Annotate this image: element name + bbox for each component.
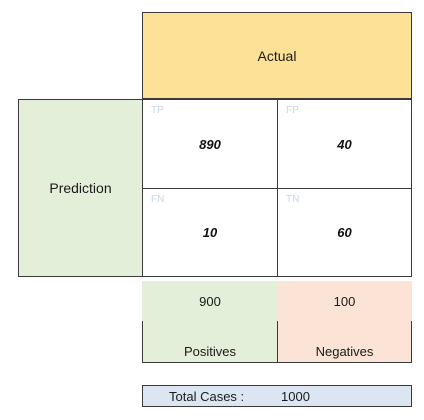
tp-label: TP bbox=[151, 105, 164, 116]
tn-value: 60 bbox=[337, 225, 352, 240]
fn-value: 10 bbox=[202, 225, 218, 240]
actual-header: Actual bbox=[142, 12, 412, 99]
tp-value: 890 bbox=[199, 136, 221, 152]
prediction-header: Prediction bbox=[18, 99, 143, 277]
actual-label: Actual bbox=[257, 47, 297, 64]
true-negative-cell: TN 60 bbox=[277, 188, 412, 277]
positives-label: Positives bbox=[183, 344, 237, 359]
positives-count-value: 900 bbox=[199, 293, 221, 309]
total-cases-box: Total Cases : 1000 bbox=[142, 385, 412, 407]
total-cases-label: Total Cases : bbox=[169, 389, 245, 404]
false-negative-cell: FN 10 bbox=[142, 188, 278, 277]
fp-value: 40 bbox=[337, 136, 352, 152]
positives-footer: Positives bbox=[142, 321, 278, 363]
fp-label: FP bbox=[286, 105, 299, 116]
prediction-label: Prediction bbox=[49, 180, 112, 196]
fn-label: FN bbox=[151, 194, 165, 205]
negatives-count-value: 100 bbox=[333, 293, 356, 309]
negatives-footer: Negatives bbox=[277, 321, 412, 363]
negatives-label: Negatives bbox=[315, 344, 374, 359]
tn-label: TN bbox=[286, 194, 300, 205]
positives-count: 900 bbox=[142, 281, 278, 321]
true-positive-cell: TP 890 bbox=[142, 99, 278, 189]
false-positive-cell: FP 40 bbox=[277, 99, 412, 189]
negatives-count: 100 bbox=[277, 281, 412, 321]
total-cases-value: 1000 bbox=[281, 389, 310, 404]
